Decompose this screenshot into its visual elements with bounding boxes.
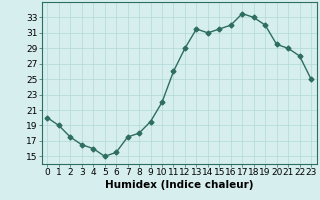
X-axis label: Humidex (Indice chaleur): Humidex (Indice chaleur) bbox=[105, 180, 253, 190]
